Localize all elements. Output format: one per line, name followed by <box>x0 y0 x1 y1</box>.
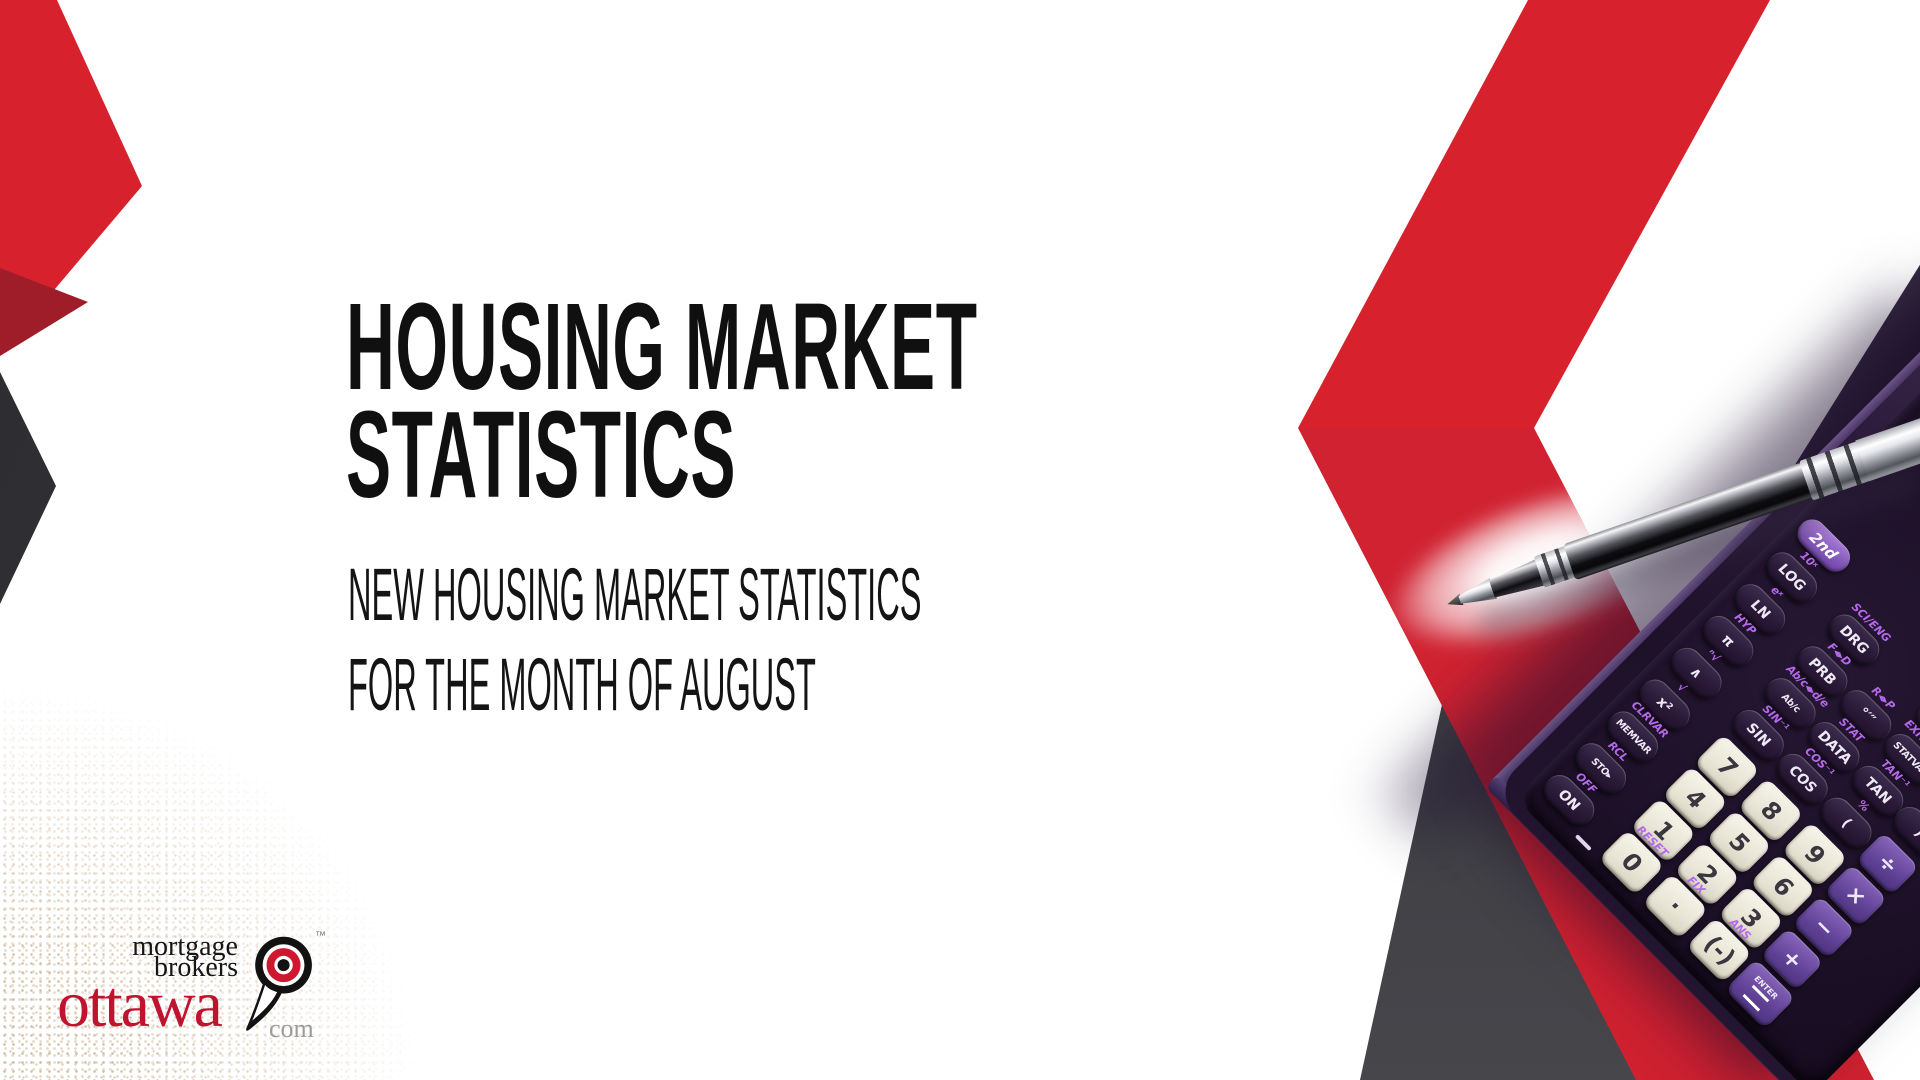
logo-tld: com <box>269 1014 314 1043</box>
page-subtitle: NEW HOUSING MARKET STATISTICS FOR THE MON… <box>348 550 921 730</box>
logo-words: mortgage brokers <box>132 931 238 983</box>
target-pin-icon <box>246 936 312 1031</box>
page-title: HOUSING MARKET STATISTICS <box>346 286 978 517</box>
title-line-2: STATISTICS <box>346 387 737 524</box>
logo-word-ottawa: ottawa <box>57 968 223 1041</box>
speckle-texture <box>0 545 470 1080</box>
subtitle-line-2: FOR THE MONTH OF AUGUST <box>348 643 816 726</box>
subtitle-line-1: NEW HOUSING MARKET STATISTICS <box>348 553 922 636</box>
trademark-symbol: ™ <box>315 930 326 942</box>
title-line-1: HOUSING MARKET <box>346 279 978 416</box>
logo-word-mortgage: mortgage <box>132 931 238 962</box>
mortgage-brokers-ottawa-logo: mortgage brokers ottawa com ™ <box>55 922 345 1062</box>
logo-word-brokers: brokers <box>154 952 238 983</box>
